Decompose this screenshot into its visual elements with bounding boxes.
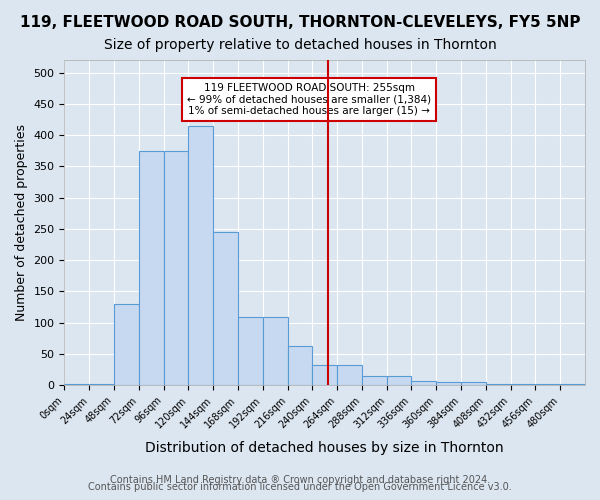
Bar xyxy=(238,316,263,386)
Bar xyxy=(412,381,436,386)
Bar xyxy=(436,382,461,386)
Bar xyxy=(263,316,287,386)
X-axis label: Distribution of detached houses by size in Thornton: Distribution of detached houses by size … xyxy=(145,441,504,455)
Bar xyxy=(287,346,313,386)
Text: 119 FLEETWOOD ROAD SOUTH: 255sqm
← 99% of detached houses are smaller (1,384)
1%: 119 FLEETWOOD ROAD SOUTH: 255sqm ← 99% o… xyxy=(187,83,431,116)
Y-axis label: Number of detached properties: Number of detached properties xyxy=(15,124,28,321)
Bar xyxy=(560,384,585,386)
Bar xyxy=(114,304,139,386)
Bar xyxy=(89,384,114,386)
Bar xyxy=(337,366,362,386)
Bar xyxy=(362,376,386,386)
Text: Size of property relative to detached houses in Thornton: Size of property relative to detached ho… xyxy=(104,38,496,52)
Text: 119, FLEETWOOD ROAD SOUTH, THORNTON-CLEVELEYS, FY5 5NP: 119, FLEETWOOD ROAD SOUTH, THORNTON-CLEV… xyxy=(20,15,580,30)
Bar xyxy=(486,384,511,386)
Text: Contains HM Land Registry data ® Crown copyright and database right 2024.: Contains HM Land Registry data ® Crown c… xyxy=(110,475,490,485)
Bar xyxy=(461,382,486,386)
Bar xyxy=(139,150,164,386)
Bar xyxy=(164,150,188,386)
Bar xyxy=(535,384,560,386)
Bar xyxy=(511,384,535,386)
Text: Contains public sector information licensed under the Open Government Licence v3: Contains public sector information licen… xyxy=(88,482,512,492)
Bar xyxy=(313,366,337,386)
Bar xyxy=(213,232,238,386)
Bar xyxy=(188,126,213,386)
Bar xyxy=(386,376,412,386)
Bar xyxy=(64,384,89,386)
